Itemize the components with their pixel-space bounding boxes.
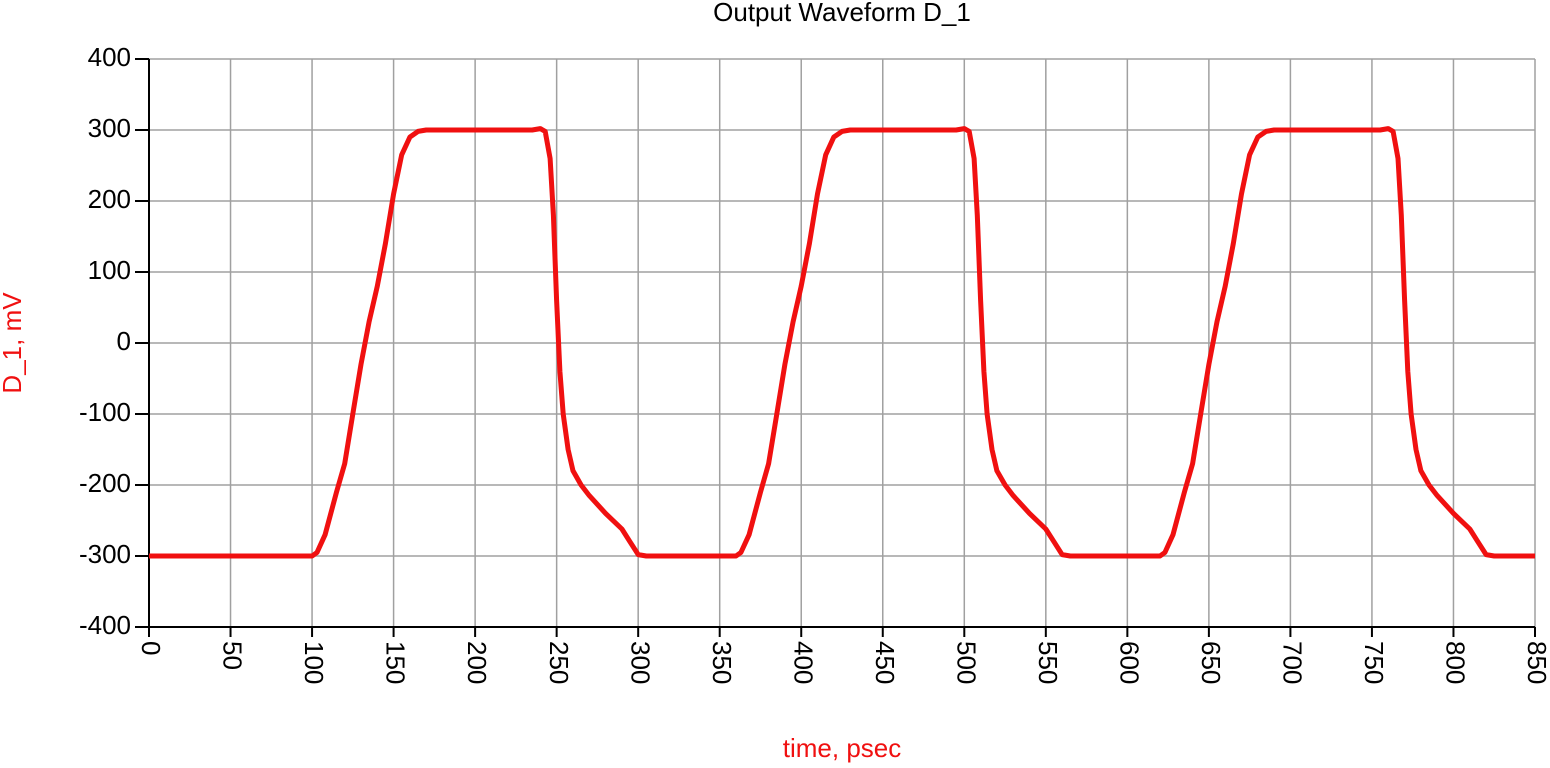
y-tick-label: 400 [88,42,131,72]
y-tick-label: -400 [79,610,131,640]
x-tick-label: 50 [218,641,248,670]
x-tick-label: 600 [1114,641,1144,684]
x-tick-label: 100 [299,641,329,684]
x-tick-label: 350 [707,641,737,684]
x-tick-label: 800 [1441,641,1471,684]
x-tick-label: 250 [544,641,574,684]
y-tick-label: -300 [79,539,131,569]
x-tick-label: 750 [1359,641,1389,684]
x-tick-label: 500 [951,641,981,684]
x-tick-label: 400 [788,641,818,684]
x-tick-label: 200 [462,641,492,684]
chart-title: Output Waveform D_1 [713,0,971,27]
x-tick-label: 550 [1033,641,1063,684]
data-line [149,126,1535,559]
y-tick-label: 200 [88,184,131,214]
x-axis-label: time, psec [783,733,902,763]
y-tick-label: -100 [79,397,131,427]
x-tick-label: 450 [870,641,900,684]
x-tick-label: 150 [381,641,411,684]
x-tick-label: 700 [1278,641,1308,684]
y-tick-label: 0 [117,326,131,356]
y-tick-label: -200 [79,468,131,498]
x-tick-label: 0 [136,641,166,655]
y-tick-label: 100 [88,255,131,285]
y-axis-label: D_1, mV [0,292,27,394]
x-tick-label: 850 [1522,641,1550,684]
y-tick-label: 300 [88,113,131,143]
x-tick-label: 650 [1196,641,1226,684]
x-tick-label: 300 [625,641,655,684]
